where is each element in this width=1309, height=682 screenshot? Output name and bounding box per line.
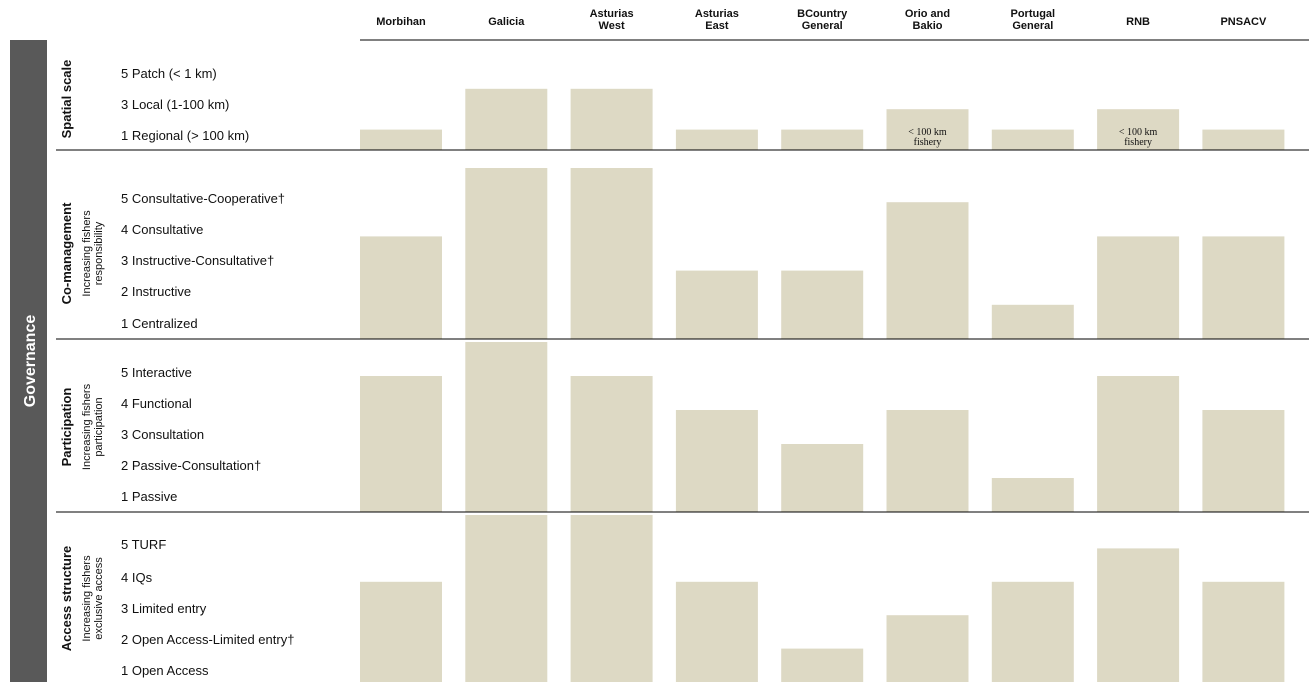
panel-title: Participation: [59, 388, 74, 467]
bar: [1097, 236, 1180, 339]
bar: [465, 168, 548, 339]
column-header: Asturias East: [695, 8, 739, 32]
panel-2: Participation Increasing fishersparticipa…: [56, 342, 1309, 513]
column-header: Asturias West: [590, 8, 634, 32]
bar: [675, 129, 758, 150]
panel-0: Spatial scale 5 Patch (< 1 km) 3 Local (1-…: [56, 60, 1309, 151]
panel-subtitle: Increasing fishersresponsibility: [81, 210, 105, 297]
panel-title: Spatial scale: [59, 60, 74, 139]
level-label: 4 IQs: [121, 570, 153, 585]
panel-1: Co-management Increasing fishersresponsib…: [56, 168, 1309, 340]
level-label: 3 Consultation: [121, 427, 204, 442]
level-label: 5 Consultative-Cooperative†: [121, 191, 285, 206]
bar: [991, 304, 1074, 339]
bar: [570, 376, 653, 512]
bar: [991, 581, 1074, 682]
level-label: 5 Patch (< 1 km): [121, 66, 217, 81]
panel-3: Access structure Increasing fishersexclus…: [59, 515, 1285, 682]
bar: [1097, 109, 1180, 150]
bar: [465, 515, 548, 682]
level-label: 5 Interactive: [121, 365, 192, 380]
panel-subtitle: Increasing fishersexclusive access: [81, 555, 105, 642]
governance-band-label: Governance: [22, 315, 39, 408]
column-header: Portugal General: [1010, 8, 1055, 32]
level-label: 1 Centralized: [121, 316, 198, 331]
bar: [991, 478, 1074, 512]
level-label: 3 Instructive-Consultative†: [121, 253, 274, 268]
column-header: Morbihan: [376, 16, 426, 28]
panel-title: Co-management: [59, 202, 74, 305]
bar: [570, 88, 653, 150]
bar: [360, 376, 442, 512]
bar-annotation: < 100 km fishery: [908, 127, 947, 148]
level-label: 2 Passive-Consultation†: [121, 458, 261, 473]
bar-annotation: < 100 km fishery: [1119, 127, 1158, 148]
level-label: 3 Limited entry: [121, 601, 207, 616]
bar: [1202, 581, 1285, 682]
level-label: 4 Functional: [121, 396, 192, 411]
bar: [886, 410, 969, 512]
level-label: 2 Instructive: [121, 284, 191, 299]
bar: [465, 342, 548, 512]
bar: [360, 236, 442, 339]
bar: [1202, 129, 1285, 150]
level-label: 5 TURF: [121, 537, 166, 552]
governance-band: [10, 40, 47, 682]
column-header: Orio and Bakio: [905, 8, 950, 32]
column-header: RNB: [1126, 16, 1150, 28]
bar: [781, 129, 864, 150]
bar: [570, 168, 653, 339]
level-label: 1 Passive: [121, 489, 177, 504]
bar: [781, 444, 864, 512]
bar: [886, 202, 969, 339]
level-label: 2 Open Access-Limited entry†: [121, 632, 294, 647]
bar: [991, 129, 1074, 150]
bar: [570, 515, 653, 682]
bar: [781, 648, 864, 682]
bar: [675, 410, 758, 512]
bar: [675, 581, 758, 682]
bar: [360, 581, 442, 682]
panel-subtitle: Increasing fishersparticipation: [81, 383, 105, 470]
level-label: 3 Local (1-100 km): [121, 97, 229, 112]
column-header: PNSACV: [1220, 16, 1267, 28]
bar: [1202, 236, 1285, 339]
level-label: 4 Consultative: [121, 222, 203, 237]
bar: [1097, 376, 1180, 512]
bar: [781, 270, 864, 339]
bar: [886, 109, 969, 150]
level-label: 1 Regional (> 100 km): [121, 128, 249, 143]
column-header: BCountry General: [797, 8, 848, 32]
bar: [886, 615, 969, 682]
bar: [465, 88, 548, 150]
bar: [1202, 410, 1285, 512]
level-label: 1 Open Access: [121, 663, 209, 678]
column-header: Galicia: [488, 16, 525, 28]
bar: [1097, 548, 1180, 682]
bar: [675, 270, 758, 339]
panel-title: Access structure: [59, 546, 74, 652]
bar: [360, 129, 442, 150]
